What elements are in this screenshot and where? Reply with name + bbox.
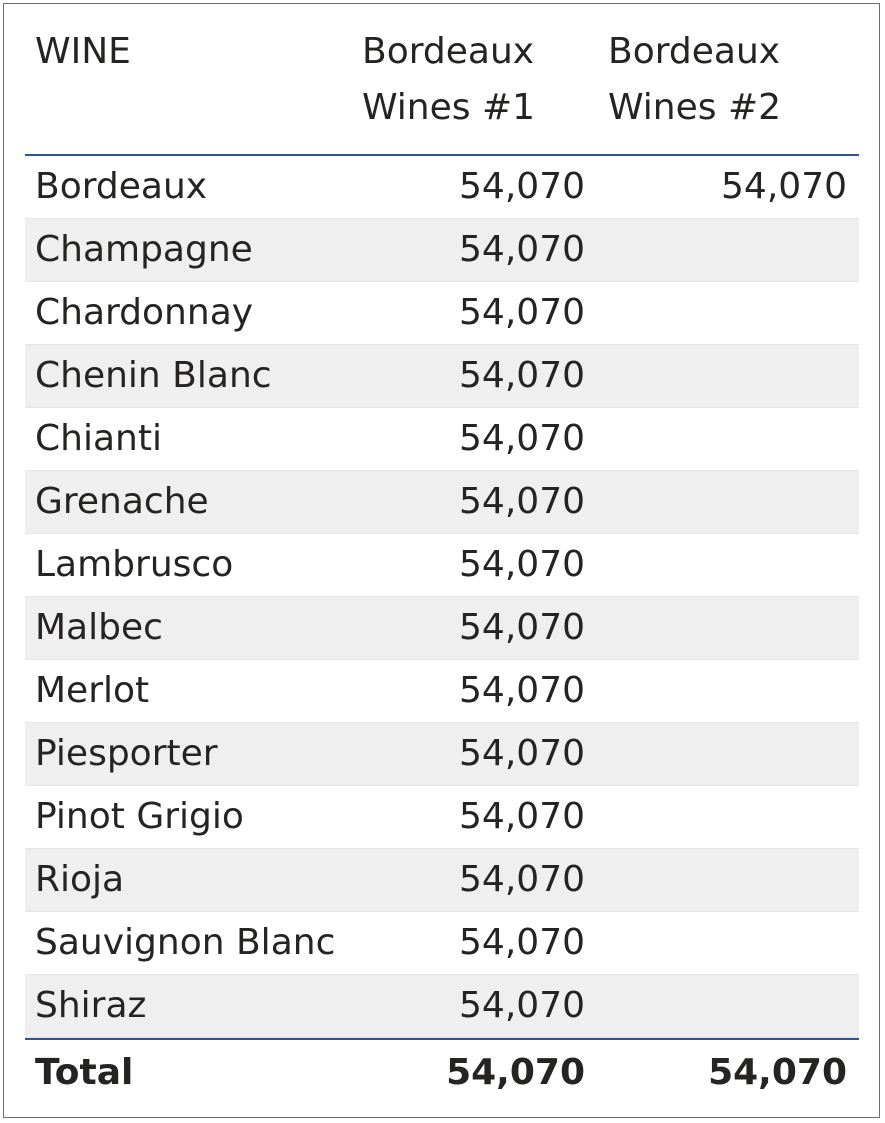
bordeaux-wines-1-cell: 54,070 (459, 670, 585, 711)
column-header-bordeaux-wines-1[interactable]: Bordeaux Wines #1 (362, 31, 536, 128)
table-row[interactable]: Champagne 54,070 (25, 219, 859, 282)
total-label: Total (35, 1052, 134, 1093)
table-row[interactable]: Rioja 54,070 (25, 849, 859, 912)
bordeaux-wines-2-cell: 54,070 (721, 166, 847, 207)
table-row[interactable]: Chenin Blanc 54,070 (25, 345, 859, 408)
bordeaux-wines-1-cell: 54,070 (459, 481, 585, 522)
bordeaux-wines-1-cell: 54,070 (459, 859, 585, 900)
table-row[interactable]: Malbec 54,070 (25, 597, 859, 660)
bordeaux-wines-1-cell: 54,070 (459, 229, 585, 270)
wine-name-cell: Merlot (35, 670, 150, 711)
bordeaux-wines-1-cell: 54,070 (459, 796, 585, 837)
wine-name-cell: Shiraz (35, 985, 147, 1026)
wine-name-cell: Rioja (35, 859, 125, 900)
table-row[interactable]: Piesporter 54,070 (25, 723, 859, 786)
wine-name-cell: Lambrusco (35, 544, 234, 585)
table-row[interactable]: Chianti 54,070 (25, 408, 859, 471)
table-row[interactable]: Merlot 54,070 (25, 660, 859, 723)
wine-name-cell: Pinot Grigio (35, 796, 244, 837)
wine-table[interactable]: WINE Bordeaux Wines #1 Bordeaux Wines #2… (25, 16, 859, 1104)
wine-name-cell: Bordeaux (35, 166, 208, 207)
table-row[interactable]: Bordeaux 54,070 54,070 (25, 156, 859, 219)
bordeaux-wines-1-cell: 54,070 (459, 985, 585, 1026)
wine-name-cell: Piesporter (35, 733, 218, 774)
bordeaux-wines-1-cell: 54,070 (459, 355, 585, 396)
wine-name-cell: Chenin Blanc (35, 355, 272, 396)
bordeaux-wines-1-cell: 54,070 (459, 733, 585, 774)
table-row[interactable]: Pinot Grigio 54,070 (25, 786, 859, 849)
bordeaux-wines-1-cell: 54,070 (459, 922, 585, 963)
table-row[interactable]: Lambrusco 54,070 (25, 534, 859, 597)
table-header: WINE Bordeaux Wines #1 Bordeaux Wines #2 (25, 16, 859, 156)
wine-name-cell: Champagne (35, 229, 253, 270)
wine-name-cell: Grenache (35, 481, 209, 522)
column-header-bordeaux-wines-2[interactable]: Bordeaux Wines #2 (608, 31, 782, 128)
visual-frame (3, 3, 880, 1118)
table-body: Bordeaux 54,070 54,070 Champagne 54,070 Chard… (25, 156, 859, 1038)
table-row[interactable]: Chardonnay 54,070 (25, 282, 859, 345)
table-row[interactable]: Sauvignon Blanc 54,070 (25, 912, 859, 975)
table-row[interactable]: Shiraz 54,070 (25, 975, 859, 1038)
total-row: Total 54,070 54,070 (25, 1038, 859, 1104)
bordeaux-wines-1-cell: 54,070 (459, 166, 585, 207)
column-header-wine[interactable]: WINE (35, 31, 131, 72)
wine-name-cell: Malbec (35, 607, 163, 648)
wine-name-cell: Sauvignon Blanc (35, 922, 336, 963)
bordeaux-wines-1-cell: 54,070 (459, 544, 585, 585)
table-row[interactable]: Grenache 54,070 (25, 471, 859, 534)
bordeaux-wines-1-cell: 54,070 (459, 607, 585, 648)
wine-name-cell: Chardonnay (35, 292, 254, 333)
wine-name-cell: Chianti (35, 418, 162, 459)
bordeaux-wines-1-cell: 54,070 (459, 292, 585, 333)
bordeaux-wines-1-cell: 54,070 (459, 418, 585, 459)
total-bordeaux-wines-1: 54,070 (446, 1052, 585, 1093)
total-bordeaux-wines-2: 54,070 (708, 1052, 847, 1093)
